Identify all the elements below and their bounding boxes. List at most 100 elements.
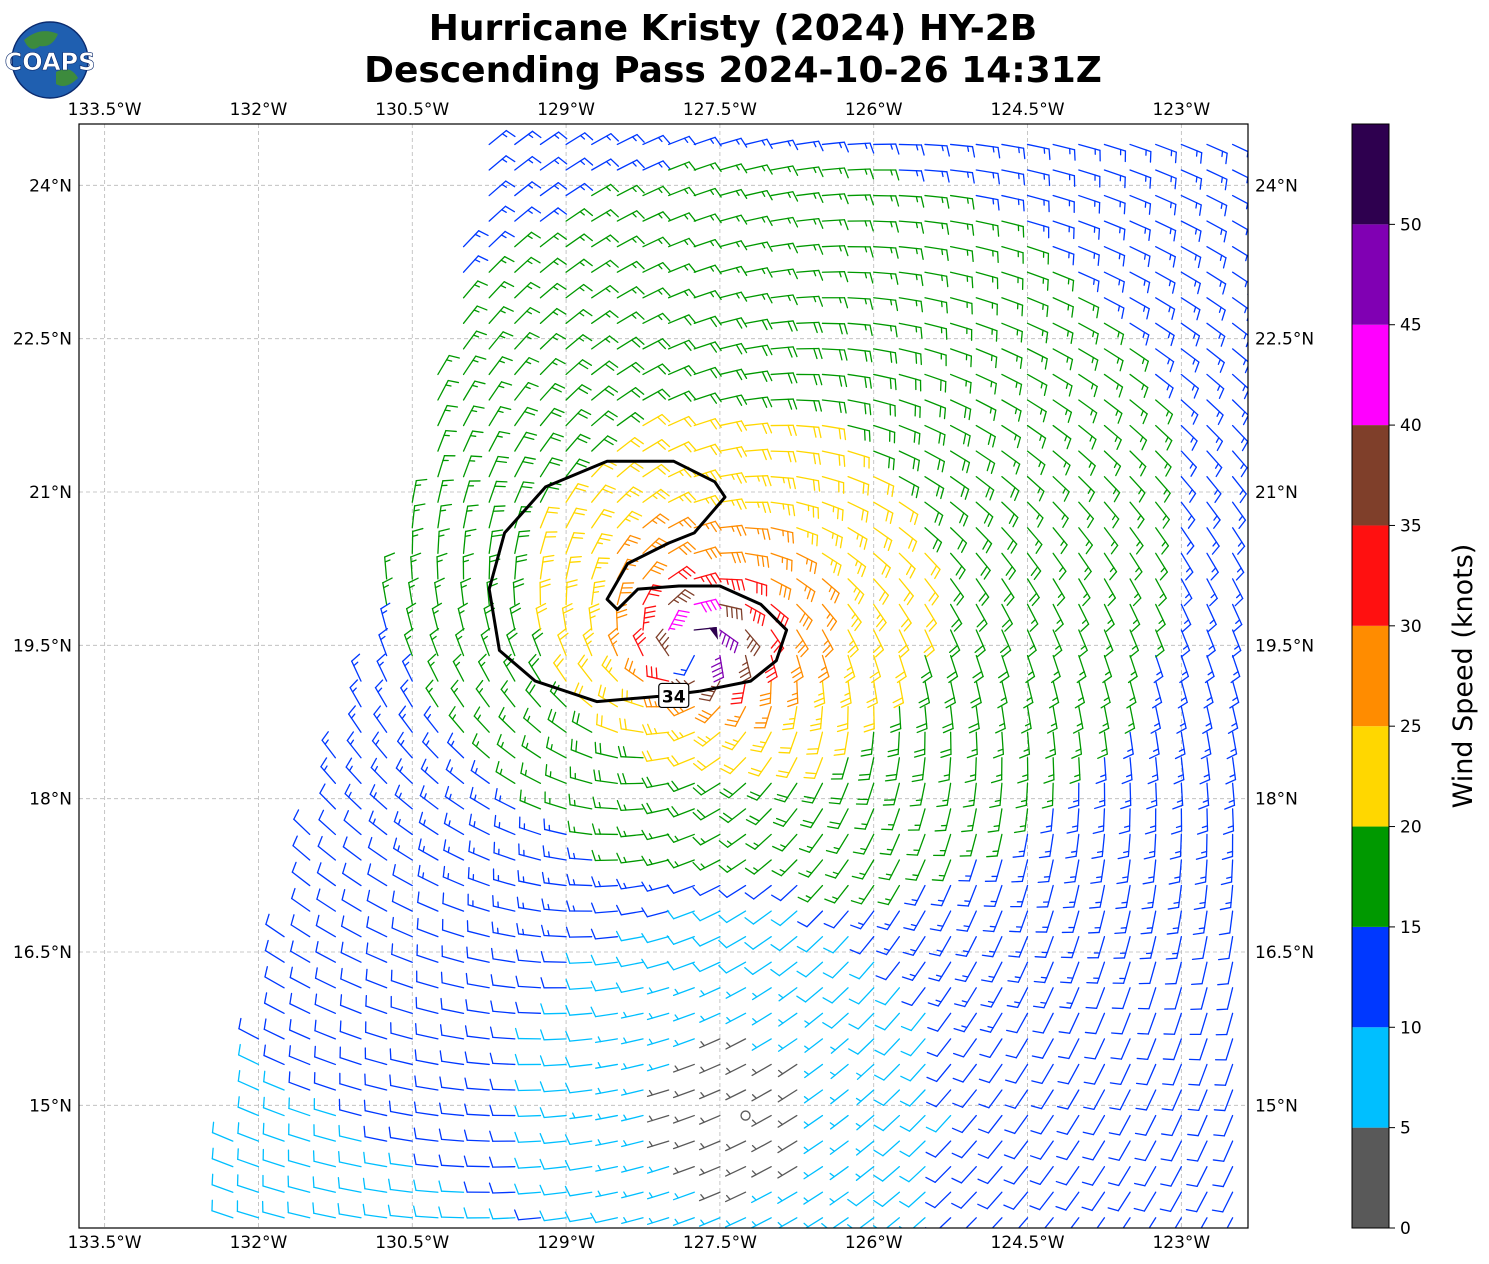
wind-barb [442, 892, 465, 912]
wind-barb [289, 966, 311, 989]
wind-barb [719, 317, 748, 329]
wind-barb [804, 1038, 824, 1053]
wind-barb [540, 950, 567, 963]
x-tick-label-bottom: 124.5°W [991, 1233, 1065, 1253]
wind-barb [438, 1206, 465, 1219]
wind-barb [1057, 1063, 1080, 1085]
wind-barb [1048, 680, 1060, 709]
wind-barb [646, 1063, 670, 1072]
wind-barb [441, 918, 465, 938]
wind-barb [411, 503, 426, 529]
wind-barb [641, 802, 670, 815]
wind-barb [1143, 833, 1157, 860]
wind-barb [1001, 424, 1022, 449]
wind-barb [818, 654, 830, 684]
wind-barb [803, 1114, 824, 1129]
wind-barb [413, 1127, 439, 1142]
wind-barb [744, 396, 773, 408]
wind-barb [667, 516, 697, 529]
wind-barb [1137, 1012, 1157, 1035]
wind-barb [442, 865, 465, 887]
wind-barb [539, 207, 568, 222]
chart-title-line1: Hurricane Kristy (2024) HY-2B [429, 8, 1037, 49]
wind-barb [262, 1122, 285, 1142]
wind-barb [869, 654, 882, 684]
wind-barb [1229, 680, 1240, 709]
wind-barb [821, 578, 840, 604]
wind-barb [591, 360, 619, 376]
wind-barb [796, 527, 819, 547]
wind-barb [1091, 833, 1106, 859]
wind-barb [488, 230, 515, 248]
wind-barb [698, 1166, 721, 1176]
wind-barb [514, 1027, 542, 1040]
wind-barb [1026, 373, 1048, 397]
wind-barb [745, 808, 772, 826]
wind-barb [1026, 527, 1043, 554]
wind-barb [1136, 1038, 1157, 1060]
wind-barb [666, 858, 695, 869]
wind-barb [1206, 194, 1228, 217]
wind-barb [264, 966, 285, 989]
wind-barb [1013, 808, 1029, 834]
wind-barb [744, 241, 773, 252]
wind-barb [1129, 501, 1145, 529]
colorbar-tick-label: 40 [1400, 416, 1422, 436]
wind-barb [1103, 527, 1119, 555]
wind-barb [1212, 1140, 1234, 1162]
wind-barb [949, 603, 963, 632]
wind-barb [975, 603, 988, 632]
wind-barb [809, 706, 824, 732]
wind-barb [488, 306, 514, 324]
wind-barb [539, 131, 568, 146]
wind-barb [698, 1191, 721, 1202]
wind-barb [1001, 552, 1016, 580]
wind-barb [437, 429, 457, 452]
wind-barb [847, 1217, 875, 1228]
wind-barb [1103, 169, 1126, 189]
wind-barb [744, 936, 772, 950]
wind-barb [455, 627, 465, 657]
wind-barb [1052, 603, 1064, 632]
wind-barb [480, 627, 491, 657]
wind-barb [1034, 936, 1054, 958]
wind-barb [949, 424, 971, 447]
wind-barb [798, 859, 824, 878]
wind-barb [565, 283, 593, 299]
wind-barb [847, 246, 874, 258]
map-frame [78, 123, 1249, 1229]
wind-barb [489, 1078, 516, 1091]
wind-barb [796, 961, 824, 978]
wind-barb [1176, 706, 1187, 734]
wind-barb [974, 629, 986, 658]
wind-barb [314, 967, 337, 989]
wind-barb [460, 577, 472, 606]
wind-barb [655, 628, 670, 657]
wind-barb [1082, 1140, 1106, 1161]
wind-barb [591, 234, 619, 248]
wind-barb [616, 184, 645, 197]
wind-barb [415, 1023, 439, 1040]
wind-barb [1180, 424, 1198, 451]
wind-barb [823, 910, 849, 929]
wind-barb [911, 757, 926, 783]
wind-barb [693, 598, 722, 613]
wind-barb [1225, 757, 1237, 785]
wind-barb [924, 552, 941, 580]
wind-barb [437, 354, 460, 376]
wind-barb [1085, 987, 1106, 1009]
wind-barb [401, 653, 413, 682]
wind-barb [719, 524, 747, 537]
wind-barb [889, 706, 902, 733]
wind-barb [1001, 476, 1020, 502]
wind-barb [744, 884, 772, 900]
wind-barb [515, 1001, 542, 1014]
wind-barb [1188, 1063, 1208, 1086]
wind-barb [565, 926, 593, 938]
wind-barb [262, 1174, 285, 1193]
wind-barb [440, 997, 465, 1014]
wind-barb [771, 859, 798, 877]
wind-barb [693, 187, 722, 198]
wind-barb [1087, 936, 1106, 959]
wind-barb [902, 936, 926, 956]
